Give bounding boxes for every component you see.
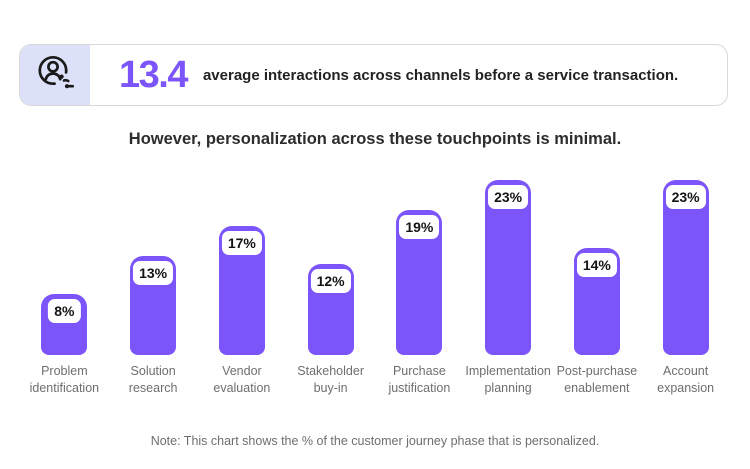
chart-title: However, personalization across these to… — [128, 130, 622, 148]
stat-value: 13.4 — [119, 54, 188, 96]
x-axis-label: Solution research — [128, 364, 178, 395]
bar-group: 23% Account expansion — [641, 180, 730, 397]
bar: 14% — [573, 248, 620, 355]
bar: 23% — [485, 180, 532, 355]
stat-card-icon-section — [20, 45, 90, 105]
bar-value-label: 23% — [488, 185, 529, 209]
bar-value-label: 17% — [221, 231, 262, 255]
bar-wrap: 8% — [41, 180, 88, 355]
bar: 17% — [218, 226, 265, 355]
customer-journey-icon — [35, 53, 75, 98]
bar-wrap: 23% — [662, 180, 709, 355]
bar-value-label: 8% — [48, 299, 81, 323]
bar-group: 8% Problem identification — [20, 180, 109, 397]
bar: 12% — [307, 264, 354, 355]
bar-value-label: 13% — [133, 261, 174, 285]
stat-card: 13.4 average interactions across channel… — [19, 44, 728, 106]
x-axis-label: Implementation planning — [465, 364, 551, 395]
x-axis-label: Purchase justification — [388, 364, 451, 395]
bar: 13% — [130, 256, 177, 355]
bar: 19% — [396, 210, 443, 355]
stat-card-content: 13.4 average interactions across channel… — [90, 45, 678, 105]
bar-wrap: 19% — [396, 180, 443, 355]
bar-wrap: 12% — [307, 180, 354, 355]
bar-group: 23% Implementation planning — [464, 180, 553, 397]
x-axis-label: Vendor evaluation — [213, 364, 271, 395]
x-axis-label: Stakeholder buy-in — [297, 364, 364, 395]
bar-value-label: 23% — [665, 185, 706, 209]
x-axis-label: Account expansion — [657, 364, 715, 395]
bar-value-label: 12% — [310, 269, 351, 293]
x-axis-label: Problem identification — [29, 364, 100, 395]
footnote: Note: This chart shows the % of the cust… — [150, 434, 600, 448]
stat-text: average interactions across channels bef… — [202, 66, 679, 84]
bar-wrap: 17% — [218, 180, 265, 355]
bar: 23% — [662, 180, 709, 355]
bar-wrap: 23% — [485, 180, 532, 355]
x-axis-label: Post-purchase enablement — [556, 364, 638, 395]
bar-group: 19% Purchase justification — [375, 180, 464, 397]
bar-value-label: 19% — [399, 215, 440, 239]
bar-group: 12% Stakeholder buy-in — [286, 180, 375, 397]
bar-chart: 8% Problem identification 13% Solution r… — [20, 180, 730, 397]
bar: 8% — [41, 294, 88, 355]
bar-value-label: 14% — [576, 253, 617, 277]
bar-group: 13% Solution research — [109, 180, 198, 397]
bar-group: 17% Vendor evaluation — [198, 180, 287, 397]
bar-wrap: 13% — [130, 180, 177, 355]
bar-group: 14% Post-purchase enablement — [553, 180, 642, 397]
bar-wrap: 14% — [573, 180, 620, 355]
